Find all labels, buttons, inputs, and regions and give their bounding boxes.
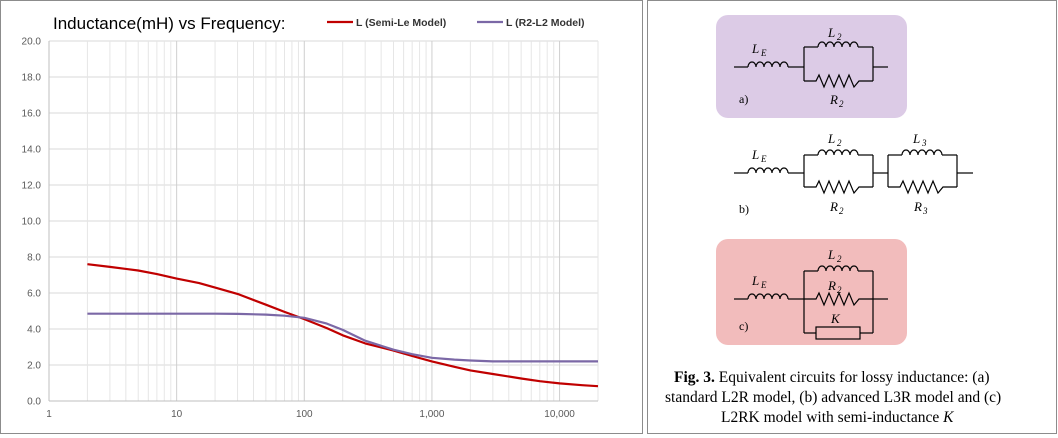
x-tick-label: 10,000 [544,409,575,420]
caption-line-1: Fig. 3. Equivalent circuits for lossy in… [674,369,990,386]
inductor-le-c [747,293,789,300]
label-r3-b-sub: 3 [922,206,928,216]
y-tick-label: 14.0 [22,145,42,156]
label-r2-a-sub: 2 [839,99,844,109]
caption-line-3-text: L2RK model with semi-inductance [721,409,943,426]
y-tick-label: 18.0 [22,73,42,84]
label-b: b) [739,202,749,216]
figure-panel: L E L 2 R 2 a) L E L 2 [647,0,1057,434]
label-c: c) [739,319,748,333]
series-layer [87,263,599,388]
x-tick-label: 1,000 [419,409,444,420]
label-le-b: L [751,147,759,162]
label-l2-c-sub: 2 [837,254,842,264]
caption-bold: Fig. 3. [674,369,715,386]
label-a: a) [739,92,748,106]
label-l2-a: L [827,25,835,40]
caption-line-3: L2RK model with semi-inductance K [721,409,954,426]
caption-line-1-text: Equivalent circuits for lossy inductance… [715,369,990,386]
y-tick-label: 8.0 [27,253,41,264]
circuit-a-background [716,15,907,118]
label-r2-b-sub: 2 [839,206,844,216]
caption-line-2: standard L2R model, (b) advanced L3R mod… [665,389,1001,406]
resistor-r2-c [804,291,873,307]
y-tick-label: 4.0 [27,325,41,336]
y-tick-label: 10.0 [22,217,42,228]
label-le-a: L [751,41,759,56]
series-line-r2-l2 [87,312,598,363]
inductor-le-b [747,167,789,174]
label-l3-b-sub: 3 [921,138,927,148]
y-tick-label: 12.0 [22,181,42,192]
label-le-c: L [751,273,759,288]
label-r2-c: R [827,278,836,293]
label-l3-b: L [912,131,920,146]
y-tick-label: 2.0 [27,361,41,372]
axis-layer: 0.0 2.0 4.0 6.0 8.0 10.0 12.0 14.0 16.0 18.0 20.0 1… [22,37,598,420]
circuit-c [734,265,888,340]
label-l2-b-sub: 2 [837,138,842,148]
label-r3-b: R [913,199,922,214]
resistor-r2-b [804,179,873,195]
inductor-l2-a [817,41,859,48]
legend: L (Semi-Le Model) L (R2-L2 Model) [327,17,585,29]
inductor-l3-b [901,149,943,156]
inductor-l2-b [817,149,859,156]
equivalent-circuits-figure: L E L 2 R 2 a) L E L 2 [665,15,1001,426]
x-tick-label: 10 [171,409,183,420]
y-tick-label: 20.0 [22,37,42,48]
inductor-le-a [747,61,789,68]
inductor-l2-c [817,265,859,272]
circuit-b [734,149,973,195]
series-line-semi-le [87,263,599,388]
circuit-c-background [716,239,907,345]
label-le-b-sub: E [760,154,767,164]
caption-italic-k: K [942,409,954,426]
y-tick-label: 0.0 [27,397,41,408]
label-le-c-sub: E [760,280,767,290]
legend-label-r2-l2: L (R2-L2 Model) [506,17,585,29]
label-k-c: K [830,311,841,326]
y-tick-label: 16.0 [22,109,42,120]
label-l2-a-sub: 2 [837,32,842,42]
circuit-a [734,41,888,89]
inductance-chart: 0.0 2.0 4.0 6.0 8.0 10.0 12.0 14.0 16.0 18.0 20.0 1… [22,14,599,420]
x-tick-label: 1 [46,409,52,420]
legend-label-semi-le: L (Semi-Le Model) [356,17,446,29]
label-r2-b: R [829,199,838,214]
chart-panel: 0.0 2.0 4.0 6.0 8.0 10.0 12.0 14.0 16.0 18.0 20.0 1… [0,0,643,434]
label-r2-c-sub: 2 [837,285,842,295]
grid-layer [48,40,599,402]
label-le-a-sub: E [760,48,767,58]
resistor-r3-b [888,179,957,195]
label-r2-a: R [829,92,838,107]
chart-title: Inductance(mH) vs Frequency: [53,14,285,33]
label-l2-c: L [827,247,835,262]
resistor-r2-a [804,73,873,89]
x-tick-label: 100 [296,409,313,420]
label-l2-b: L [827,131,835,146]
y-tick-label: 6.0 [27,289,41,300]
